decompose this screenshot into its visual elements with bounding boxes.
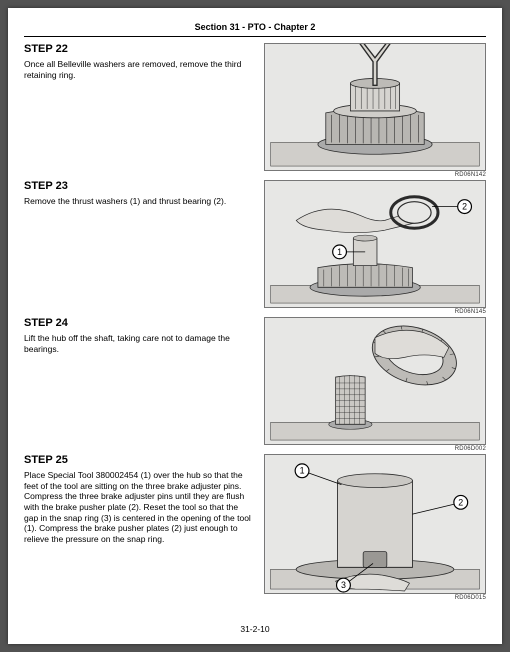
step-23-illustration: 1 2 [265, 181, 485, 307]
step-25-text: STEP 25 Place Special Tool 380002454 (1)… [24, 454, 254, 601]
step-25-body: Place Special Tool 380002454 (1) over th… [24, 470, 254, 544]
step-24-title: STEP 24 [24, 317, 254, 329]
step-23: STEP 23 Remove the thrust washers (1) an… [24, 180, 486, 315]
step-23-title: STEP 23 [24, 180, 254, 192]
page: Section 31 - PTO - Chapter 2 STEP 22 Onc… [8, 8, 502, 644]
step-22-body: Once all Belleville washers are removed,… [24, 59, 254, 80]
step-23-figure: 1 2 [264, 180, 486, 308]
step-24-figcode: RD06D002 [264, 446, 486, 452]
page-header: Section 31 - PTO - Chapter 2 [24, 22, 486, 37]
svg-text:2: 2 [458, 497, 463, 507]
step-25-figure: 1 2 3 [264, 454, 486, 594]
step-24-figure [264, 317, 486, 445]
step-25-figure-wrap: 1 2 3 RD06D015 [264, 454, 486, 601]
step-25: STEP 25 Place Special Tool 380002454 (1)… [24, 454, 486, 601]
step-22-illustration [265, 44, 485, 170]
step-25-illustration: 1 2 3 [265, 455, 485, 593]
step-24-body: Lift the hub off the shaft, taking care … [24, 333, 254, 354]
svg-text:1: 1 [300, 466, 305, 476]
page-footer: 31-2-10 [8, 624, 502, 634]
step-22-text: STEP 22 Once all Belleville washers are … [24, 43, 254, 178]
step-24: STEP 24 Lift the hub off the shaft, taki… [24, 317, 486, 452]
step-24-illustration [265, 318, 485, 444]
step-25-title: STEP 25 [24, 454, 254, 466]
step-22: STEP 22 Once all Belleville washers are … [24, 43, 486, 178]
step-22-figure-wrap: RD06N142 [264, 43, 486, 178]
step-23-figure-wrap: 1 2 RD06N145 [264, 180, 486, 315]
svg-text:2: 2 [462, 202, 467, 212]
step-24-figure-wrap: RD06D002 [264, 317, 486, 452]
step-25-figcode: RD06D015 [264, 595, 486, 601]
step-23-figcode: RD06N145 [264, 309, 486, 315]
step-22-figcode: RD06N142 [264, 172, 486, 178]
svg-text:3: 3 [341, 580, 346, 590]
step-24-text: STEP 24 Lift the hub off the shaft, taki… [24, 317, 254, 452]
step-23-text: STEP 23 Remove the thrust washers (1) an… [24, 180, 254, 315]
svg-text:1: 1 [337, 247, 342, 257]
step-22-figure [264, 43, 486, 171]
step-23-body: Remove the thrust washers (1) and thrust… [24, 196, 254, 207]
step-22-title: STEP 22 [24, 43, 254, 55]
